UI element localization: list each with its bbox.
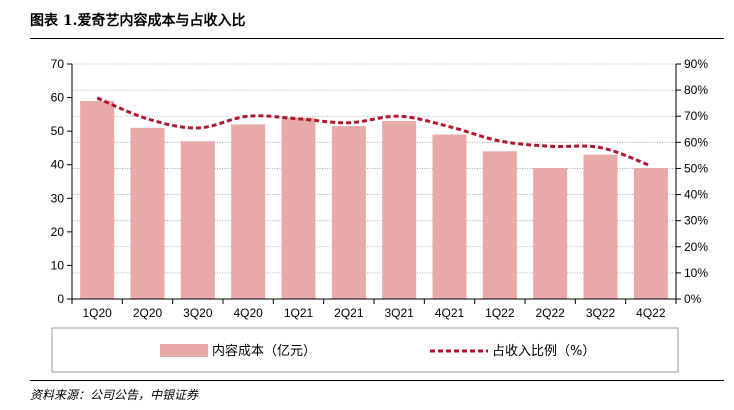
bar-1Q22 xyxy=(482,151,517,299)
bar-4Q21 xyxy=(432,134,467,299)
x-tick-label: 3Q20 xyxy=(183,306,213,320)
x-tick-label: 2Q22 xyxy=(535,306,565,320)
x-tick-label: 1Q21 xyxy=(284,306,314,320)
title-rule xyxy=(30,38,724,39)
x-tick-label: 4Q21 xyxy=(435,306,465,320)
y-right-tick-label: 40% xyxy=(684,188,708,202)
y-left-tick-label: 0 xyxy=(57,292,64,306)
line-series xyxy=(96,96,652,168)
y-right-tick-label: 70% xyxy=(684,109,708,123)
legend-box xyxy=(51,327,679,373)
bar-series xyxy=(80,100,668,300)
y-left-tick-label: 10 xyxy=(51,258,65,272)
y-right-tick-label: 10% xyxy=(684,266,708,280)
bar-1Q21 xyxy=(281,117,316,299)
legend-bar-label: 内容成本（亿元） xyxy=(212,343,316,359)
chart: 1Q20 2Q20 3Q20 4Q20 1Q21 2Q21 3Q21 4Q21 1Q22 2Q22… xyxy=(51,57,709,373)
x-tick-label: 1Q22 xyxy=(485,306,515,320)
source-rule xyxy=(30,380,724,381)
y-right-tick-label: 20% xyxy=(684,240,708,254)
ratio-line xyxy=(96,96,652,168)
y-right-tick-label: 80% xyxy=(684,83,708,97)
legend-bar-swatch xyxy=(160,344,208,357)
y-left-tick-label: 50 xyxy=(51,124,65,138)
bar-3Q21 xyxy=(382,121,417,299)
bar-3Q22 xyxy=(583,154,618,299)
bar-4Q22 xyxy=(633,168,668,299)
bar-2Q21 xyxy=(331,126,366,299)
y-left-tick-label: 60 xyxy=(51,91,65,105)
x-tick-label: 2Q20 xyxy=(133,306,163,320)
y-left-tick-label: 70 xyxy=(51,57,65,71)
bar-3Q20 xyxy=(180,141,215,299)
x-tick-label: 4Q20 xyxy=(233,306,263,320)
source-note: 资料来源：公司公告，中银证券 xyxy=(30,388,199,402)
y-right-tick-label: 90% xyxy=(684,57,708,71)
bar-1Q20 xyxy=(80,100,115,299)
x-tick-label: 3Q22 xyxy=(586,306,616,320)
bar-4Q20 xyxy=(231,124,266,299)
y-left-tick-label: 30 xyxy=(51,191,65,205)
x-tick-label: 1Q20 xyxy=(82,306,112,320)
y-left-tick-label: 40 xyxy=(51,158,65,172)
legend: 内容成本（亿元） 占收入比例（%） xyxy=(51,327,679,373)
axes: 1Q20 2Q20 3Q20 4Q20 1Q21 2Q21 3Q21 4Q21 1Q22 2Q22… xyxy=(51,57,709,320)
bar-2Q20 xyxy=(130,127,165,300)
legend-line-label: 占收入比例（%） xyxy=(492,344,595,359)
bar-2Q22 xyxy=(533,168,568,299)
y-right-tick-label: 30% xyxy=(684,214,708,228)
y-right-tick-label: 0% xyxy=(684,292,702,306)
figure-title: 图表 1.爱奇艺内容成本与占收入比 xyxy=(30,13,246,29)
grid-lines xyxy=(72,63,676,274)
x-tick-label: 3Q21 xyxy=(384,306,414,320)
y-right-tick-label: 60% xyxy=(684,135,708,149)
x-tick-label: 4Q22 xyxy=(636,306,666,320)
x-tick-label: 2Q21 xyxy=(334,306,364,320)
y-left-tick-label: 20 xyxy=(51,225,65,239)
y-right-tick-label: 50% xyxy=(684,161,708,175)
